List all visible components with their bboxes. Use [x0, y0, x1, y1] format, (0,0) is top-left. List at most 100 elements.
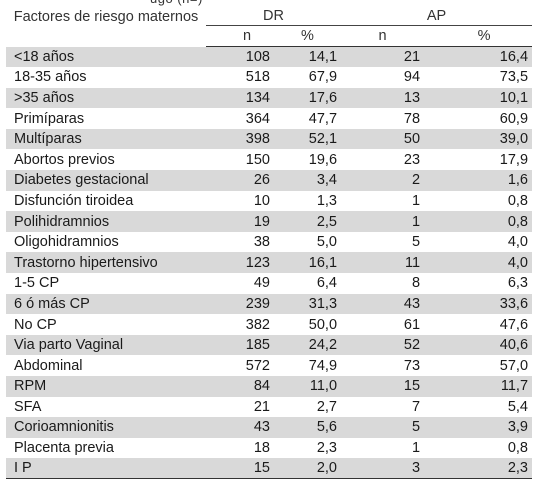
row-label: Disfunción tiroidea [14, 192, 134, 209]
cell-dr-pct: 1,3 [316, 192, 338, 209]
cell-dr-n: 49 [253, 275, 270, 292]
cell-dr-n: 518 [245, 69, 270, 86]
cell-ap-pct: 0,8 [507, 192, 529, 209]
cell-dr-n: 123 [206, 252, 274, 274]
row-label: Polihidramnios [6, 211, 206, 232]
cell-ap-n: 5 [411, 234, 421, 251]
cropped-caption-fragment: ugo (n=) [0, 0, 535, 6]
cell-ap-pct: 5,4 [507, 398, 529, 415]
table-row: Multíparas 398 52,1 50 39,0 [6, 128, 533, 150]
table-row: SFA 21 2,7 7 5,4 [6, 397, 532, 418]
cell-ap-pct: 1,6 [424, 170, 533, 191]
table-row: 1-5 CP 49 6,4 8 6,3 [6, 273, 532, 294]
cell-ap-n: 23 [403, 151, 421, 168]
cell-ap-pct: 0,8 [424, 211, 533, 232]
cell-dr-n: 134 [206, 87, 274, 109]
table-row: No CP 382 50,0 61 47,6 [6, 314, 532, 335]
cell-ap-pct: 47,6 [499, 316, 529, 333]
table-row: Via parto Vaginal 185 24,2 52 40,6 [6, 334, 533, 356]
cell-dr-pct: 19,6 [308, 151, 338, 168]
row-label: I P [6, 458, 206, 480]
cell-ap-pct: 33,6 [424, 293, 533, 315]
cell-dr-pct: 5,6 [274, 417, 342, 438]
row-label: Trastorno hipertensivo [6, 252, 206, 274]
cell-ap-pct: 39,0 [424, 128, 533, 150]
table-row: >35 años 134 17,6 13 10,1 [6, 87, 533, 109]
table-row: Abdominal 572 74,9 73 57,0 [6, 355, 532, 376]
row-label: <18 años [6, 46, 206, 68]
cell-ap-pct: 16,4 [424, 46, 533, 68]
cell-ap-n: 43 [341, 293, 425, 315]
cell-dr-n: 572 [245, 357, 270, 374]
row-label: RPM [6, 376, 206, 397]
cell-dr-n: 38 [253, 234, 270, 251]
cell-dr-n: 150 [245, 151, 270, 168]
cell-ap-n: 5 [341, 417, 425, 438]
cell-ap-n: 50 [341, 128, 425, 150]
table-row: Disfunción tiroidea 10 1,3 1 0,8 [6, 191, 532, 212]
table-row: RPM 84 11,0 15 11,7 [6, 376, 533, 397]
cell-ap-pct: 4,0 [424, 252, 533, 274]
cell-dr-pct: 17,6 [274, 87, 342, 109]
table-row: Abortos previos 150 19,6 23 17,9 [6, 149, 532, 170]
cell-dr-n: 18 [253, 440, 270, 457]
table-row: Trastorno hipertensivo 123 16,1 11 4,0 [6, 252, 533, 274]
cell-ap-n: 3 [341, 458, 425, 480]
table-row: 6 ó más CP 239 31,3 43 33,6 [6, 293, 533, 315]
cell-dr-n: 382 [245, 316, 270, 333]
table-row: I P 15 2,0 3 2,3 [6, 458, 533, 480]
cell-ap-n: 13 [341, 87, 425, 109]
cell-dr-pct: 2,0 [274, 458, 342, 480]
table-row: 18-35 años 518 67,9 94 73,5 [6, 67, 532, 88]
cell-ap-pct: 11,7 [424, 376, 533, 397]
cell-ap-n: 1 [341, 211, 425, 232]
cell-dr-pct: 2,3 [316, 440, 338, 457]
cell-dr-pct: 31,3 [274, 293, 342, 315]
cell-dr-n: 26 [206, 170, 274, 191]
header-group-dr: DR [206, 7, 342, 26]
risk-factors-table: Factores de riesgo maternos DR AP n % n … [6, 7, 533, 480]
cell-dr-pct: 3,4 [274, 170, 342, 191]
cell-dr-pct: 6,4 [316, 275, 338, 292]
cell-dr-pct: 24,2 [274, 334, 342, 356]
cell-ap-pct: 73,5 [499, 69, 529, 86]
cell-ap-pct: 0,8 [507, 440, 529, 457]
cell-dr-pct: 2,7 [316, 398, 338, 415]
cell-dr-n: 239 [206, 293, 274, 315]
cell-ap-pct: 57,0 [499, 357, 529, 374]
table-row: Corioamnionitis 43 5,6 5 3,9 [6, 417, 533, 438]
cell-ap-pct: 60,9 [499, 110, 529, 127]
cell-dr-pct: 14,1 [274, 46, 342, 68]
cell-ap-n: 1 [411, 440, 421, 457]
cell-ap-n: 61 [403, 316, 421, 333]
header-ap-pct: % [424, 25, 533, 47]
table-row: Diabetes gestacional 26 3,4 2 1,6 [6, 170, 533, 191]
cell-ap-pct: 17,9 [499, 151, 529, 168]
row-label: Abortos previos [14, 151, 115, 168]
cell-dr-n: 43 [206, 417, 274, 438]
cell-ap-n: 7 [411, 398, 421, 415]
row-label: Abdominal [14, 357, 83, 374]
header-dr-pct: % [274, 25, 342, 47]
row-label: Primíparas [14, 110, 85, 127]
cell-ap-n: 2 [341, 170, 425, 191]
cell-dr-pct: 2,5 [274, 211, 342, 232]
row-label: Oligohidramnios [14, 234, 119, 251]
cell-dr-pct: 52,1 [274, 128, 342, 150]
table-row: Polihidramnios 19 2,5 1 0,8 [6, 211, 533, 232]
table-header: Factores de riesgo maternos DR AP n % n … [6, 7, 533, 47]
cell-dr-n: 398 [206, 128, 274, 150]
cell-dr-pct: 11,0 [274, 376, 342, 397]
row-label: Via parto Vaginal [6, 334, 206, 356]
table-body: <18 años 108 14,1 21 16,4 18-35 años 518 67,9 94… [6, 46, 533, 480]
cell-ap-n: 15 [341, 376, 425, 397]
header-group-ap: AP [341, 7, 533, 26]
cell-dr-pct: 50,0 [308, 316, 338, 333]
table-row: <18 años 108 14,1 21 16,4 [6, 46, 533, 68]
cell-dr-n: 19 [206, 211, 274, 232]
cell-ap-n: 1 [411, 192, 421, 209]
cell-dr-pct: 74,9 [308, 357, 338, 374]
header-factor-label: Factores de riesgo maternos [13, 9, 199, 25]
cell-ap-n: 52 [341, 334, 425, 356]
cell-dr-n: 108 [206, 46, 274, 68]
